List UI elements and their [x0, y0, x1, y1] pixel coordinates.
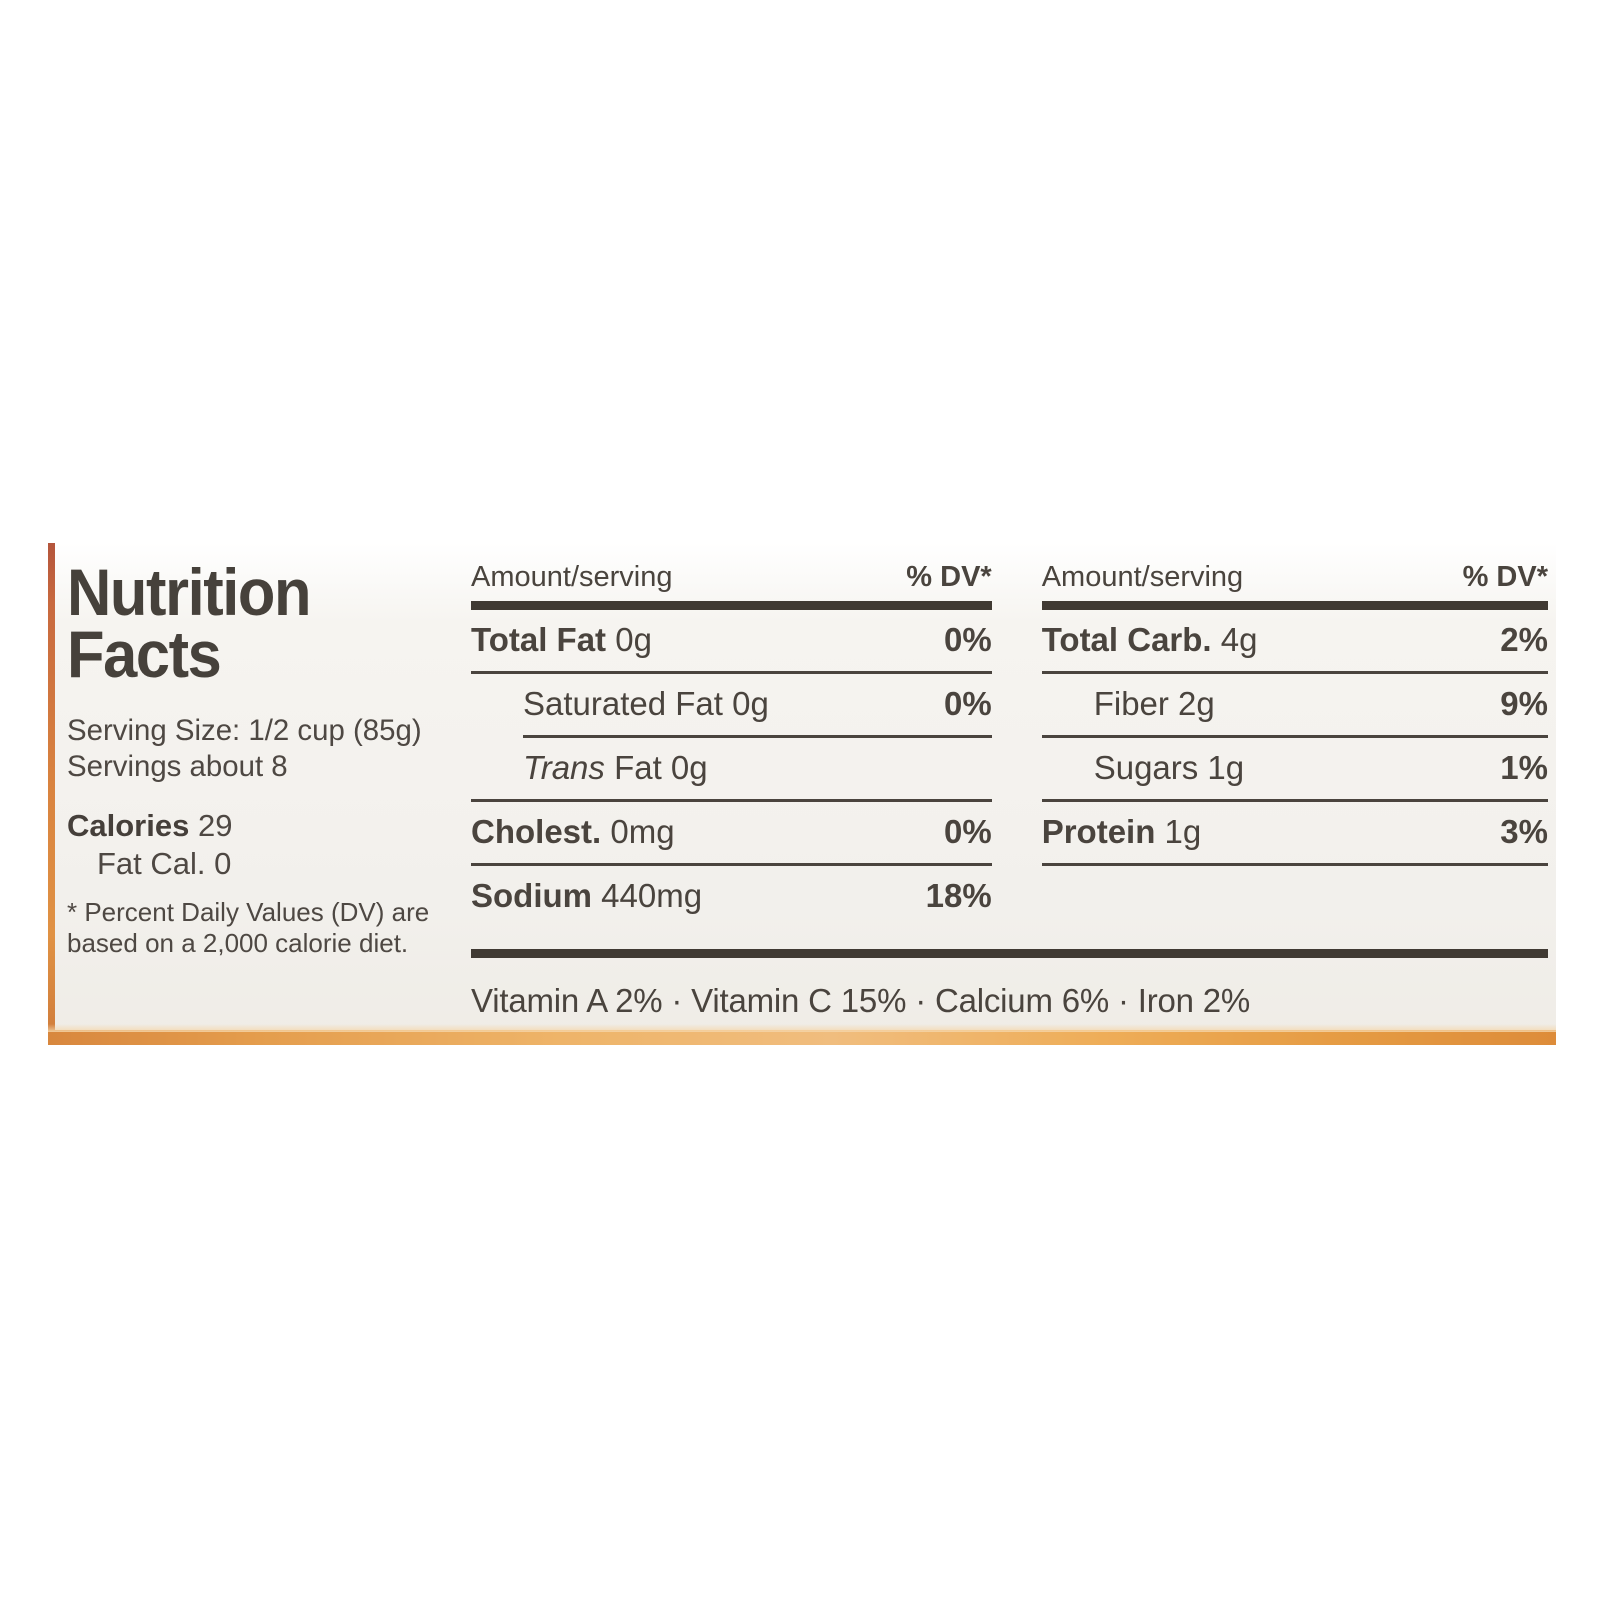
footnote-line-2: based on a 2,000 calorie diet. [67, 928, 409, 959]
row-total-carb: Total Carb. 4g 2% [1038, 610, 1548, 671]
row-trans-fat-name: Trans Fat 0g [523, 749, 708, 786]
rule-after-total-fat [471, 671, 992, 674]
row-sugars: Sugars 1g 1% [1038, 738, 1548, 799]
row-sodium-name: Sodium 440mg [471, 877, 703, 914]
rule-after-cholesterol [471, 863, 992, 866]
row-fiber: Fiber 2g 9% [1038, 674, 1548, 735]
row-protein-dv: 3% [1500, 813, 1548, 850]
row-total-fat-name: Total Fat 0g [471, 621, 652, 658]
rule-after-trans-fat [471, 799, 992, 802]
row-total-fat-dv: 0% [944, 621, 992, 658]
row-protein: Protein 1g 3% [1038, 802, 1548, 863]
row-fiber-name: Fiber 2g [1093, 685, 1215, 722]
daily-value-footnote: * Percent Daily Values (DV) are based on… [67, 897, 447, 960]
calories-block: Calories 29 Fat Cal. 0 [67, 807, 467, 883]
row-saturated-fat-name: Saturated Fat 0g [523, 685, 769, 722]
nutrition-facts-panel: Nutrition Facts Serving Size: 1/2 cup (8… [48, 543, 1556, 1045]
row-trans-fat: Trans Fat 0g [467, 738, 992, 799]
row-fiber-dv: 9% [1500, 685, 1548, 722]
rule-after-sugars [1041, 799, 1548, 802]
row-total-carb-dv: 2% [1500, 621, 1548, 658]
left-column-header: Amount/serving % DV* [467, 561, 992, 601]
row-sodium-dv: 18% [925, 877, 992, 914]
nutrition-summary-block: Nutrition Facts Serving Size: 1/2 cup (8… [67, 559, 467, 960]
row-saturated-fat: Saturated Fat 0g 0% [467, 674, 992, 735]
left-header-rule [471, 601, 992, 610]
rule-after-total-carb [1041, 671, 1548, 674]
nutrient-column-left: Amount/serving % DV* Total Fat 0g 0% Sat… [467, 561, 1024, 1024]
title-line-facts: Facts [67, 617, 222, 692]
row-cholesterol-name: Cholest. 0mg [471, 813, 675, 850]
header-percent-dv-right: % DV* [1462, 561, 1548, 593]
panel-left-orange-edge [48, 543, 55, 1045]
rule-after-fiber [1041, 735, 1548, 738]
title-line-nutrition: Nutrition [67, 555, 312, 629]
panel-bottom-orange-strip [48, 1024, 1556, 1045]
row-sugars-name: Sugars 1g [1093, 749, 1245, 786]
footnote-line-1: * Percent Daily Values (DV) are [67, 896, 430, 927]
calories-label: Calories [67, 808, 190, 844]
header-amount-serving-left: Amount/serving [471, 561, 673, 593]
nutrient-table: Amount/serving % DV* Total Fat 0g 0% Sat… [467, 561, 1548, 1024]
calories-value: 29 [197, 808, 233, 844]
row-cholesterol: Cholest. 0mg 0% [467, 802, 992, 863]
row-total-fat: Total Fat 0g 0% [467, 610, 992, 671]
nutrition-facts-title: Nutrition Facts [67, 559, 439, 692]
row-protein-name: Protein 1g [1041, 813, 1202, 850]
row-saturated-fat-dv: 0% [944, 685, 992, 722]
row-sodium: Sodium 440mg 18% [467, 866, 992, 927]
rule-after-protein [1041, 863, 1548, 866]
vitamins-separator-rule [471, 949, 1548, 958]
header-amount-serving-right: Amount/serving [1041, 561, 1244, 593]
right-header-rule [1041, 601, 1548, 610]
rule-after-saturated-fat [523, 735, 992, 738]
row-cholesterol-dv: 0% [944, 813, 992, 850]
calories-row: Calories 29 [67, 807, 467, 845]
row-total-carb-name: Total Carb. 4g [1041, 621, 1258, 658]
nutrient-column-right: Amount/serving % DV* Total Carb. 4g 2% F… [1024, 561, 1548, 1024]
header-percent-dv-left: % DV* [906, 561, 992, 593]
row-sugars-dv: 1% [1500, 749, 1548, 786]
vitamins-minerals-line: Vitamin A 2% · Vitamin C 15% · Calcium 6… [471, 982, 1251, 1019]
serving-size-text: Serving Size: 1/2 cup (85g) [67, 714, 422, 748]
servings-per-container-text: Servings about 8 [67, 750, 288, 784]
fat-calories-row: Fat Cal. 0 [97, 845, 232, 881]
serving-info: Serving Size: 1/2 cup (85g) Servings abo… [67, 713, 459, 785]
panel-content: Nutrition Facts Serving Size: 1/2 cup (8… [55, 543, 1556, 1030]
right-column-header: Amount/serving % DV* [1038, 561, 1548, 601]
